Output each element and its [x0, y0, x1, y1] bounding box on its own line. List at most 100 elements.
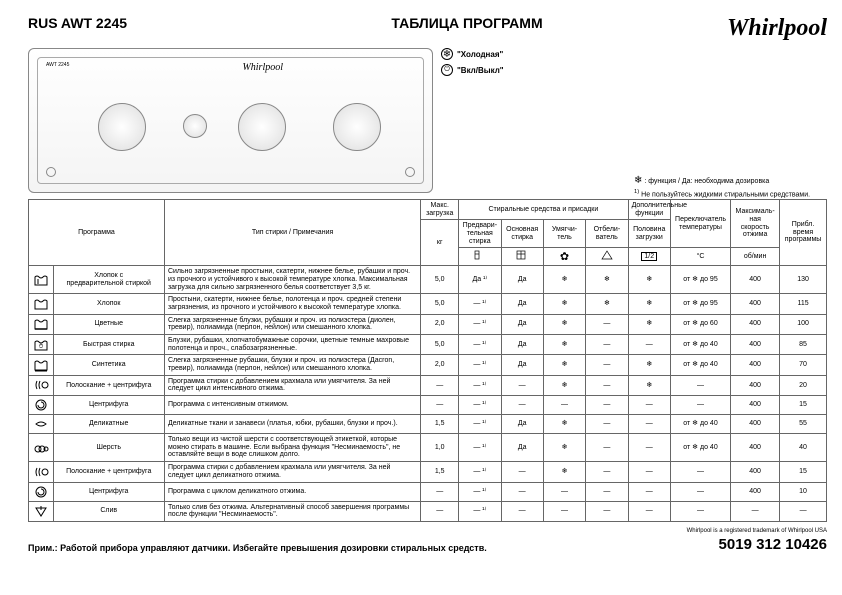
footer-code: 5019 312 10426 [687, 536, 827, 553]
top-row: AWT 2245 Whirlpool ❄ "Холодная" ⏻ "Вкл/В… [28, 48, 827, 193]
panel-model-badge: AWT 2245 [46, 62, 69, 68]
footer-note: Прим.: Работой прибора управляют датчики… [28, 543, 487, 553]
table-row: СинтетикаСлегка загрязненные рубашки, бл… [29, 355, 827, 375]
table-row: ЦентрифугаПрограмма с циклом деликатного… [29, 482, 827, 501]
program-desc: Слегка загрязненные блузки, рубашки и пр… [164, 314, 420, 334]
dial-mid [238, 103, 286, 151]
th-extra-group: Дополнительные функции [628, 200, 670, 220]
dial-mid-small [183, 114, 207, 138]
th-prewash-icon [459, 248, 501, 266]
program-icon: ⏱ [29, 334, 54, 354]
program-icon [29, 501, 54, 521]
note-sup: 1) [634, 189, 639, 195]
program-name: Слив [53, 501, 164, 521]
program-icon [29, 434, 54, 462]
footer: Прим.: Работой прибора управляют датчики… [28, 528, 827, 553]
program-name: Полоскание + центрифуга [53, 462, 164, 482]
svg-text:⏱: ⏱ [38, 343, 43, 350]
brand-logo: Whirlpool [727, 15, 827, 42]
program-desc: Программа стирки с добавлением крахмала … [164, 375, 420, 395]
th-mainwash: Основная стирка [501, 220, 543, 248]
program-icon [29, 294, 54, 314]
page-title: ТАБЛИЦА ПРОГРАММ [391, 15, 542, 31]
notes-box: ❄ : функция / Да: необходима дозировка 1… [634, 175, 824, 202]
program-desc: Сильно загрязненные простыни, скатерти, … [164, 266, 420, 294]
program-table: Программа Тип стирки / Примечания Макс. … [28, 199, 827, 522]
th-half-load: Половина загрузки [628, 220, 670, 248]
program-icon [29, 396, 54, 415]
note-sym: ❄ [634, 175, 642, 186]
table-row: ХлопокПростыни, скатерти, нижнее белье, … [29, 294, 827, 314]
th-spin: Максималь- ная скорость отжима [731, 200, 780, 248]
th-max-load: Макс. загрузка [421, 200, 459, 220]
th-softener: Умягчи- тель [543, 220, 585, 248]
program-name: Хлопок [53, 294, 164, 314]
note-1: : функция / Да: необходима дозировка [644, 178, 769, 185]
program-desc: Блузки, рубашки, хлопчатобумажные сорочк… [164, 334, 420, 354]
panel-led-left [46, 167, 56, 177]
th-bleach: Отбели- ватель [586, 220, 628, 248]
program-name: Синтетика [53, 355, 164, 375]
program-desc: Деликатные ткани и занавеси (платья, юбк… [164, 415, 420, 434]
note-2: Не пользуйтесь жидкими стиральными средс… [641, 191, 810, 198]
program-icon [29, 375, 54, 395]
program-desc: Простыни, скатерти, нижнее белье, полоте… [164, 294, 420, 314]
cold-icon: ❄ [441, 48, 453, 60]
program-icon [29, 462, 54, 482]
table-row: Хлопок с предварительной стиркойСильно з… [29, 266, 827, 294]
program-name: Шерсть [53, 434, 164, 462]
table-row: Полоскание + центрифугаПрограмма стирки … [29, 375, 827, 395]
footer-trademark: Whirlpool is a registered trademark of W… [687, 528, 827, 534]
header: RUS AWT 2245 ТАБЛИЦА ПРОГРАММ Whirlpool [28, 15, 827, 42]
panel-led-right [405, 167, 415, 177]
th-bleach-icon [586, 248, 628, 266]
program-icon [29, 482, 54, 501]
table-row: ШерстьТолько вещи из чистой шерсти с соо… [29, 434, 827, 462]
th-mainwash-icon [501, 248, 543, 266]
th-wash-type: Тип стирки / Примечания [164, 200, 420, 266]
onoff-label: "Вкл/Выкл" [457, 66, 504, 75]
table-row: СливТолько слив без отжима. Альтернативн… [29, 501, 827, 521]
th-spin-unit: об/мин [731, 248, 780, 266]
program-desc: Программа стирки с добавлением крахмала … [164, 462, 420, 482]
program-icon [29, 355, 54, 375]
panel-brand: Whirlpool [242, 62, 283, 73]
th-kg: кг [421, 220, 459, 266]
table-head: Программа Тип стирки / Примечания Макс. … [29, 200, 827, 266]
onoff-icon: ⏻ [441, 64, 453, 76]
program-icon [29, 314, 54, 334]
th-program: Программа [29, 200, 165, 266]
program-name: Цветные [53, 314, 164, 334]
th-half-icon: 1/2 [628, 248, 670, 266]
program-desc: Слегка загрязненные рубашки, блузки и пр… [164, 355, 420, 375]
th-detergents-group: Стиральные средства и присадки [459, 200, 628, 220]
th-prewash: Предвари- тельная стирка [459, 220, 501, 248]
th-softener-icon: ✿ [543, 248, 585, 266]
legend: ❄ "Холодная" ⏻ "Вкл/Выкл" [441, 48, 504, 193]
program-name: Центрифуга [53, 482, 164, 501]
cold-label: "Холодная" [457, 50, 503, 59]
table-row: ДеликатныеДеликатные ткани и занавеси (п… [29, 415, 827, 434]
model-label: RUS AWT 2245 [28, 15, 127, 31]
program-name: Центрифуга [53, 396, 164, 415]
program-desc: Программа с интенсивным отжимом. [164, 396, 420, 415]
program-name: Быстрая стирка [53, 334, 164, 354]
table-row: Полоскание + центрифугаПрограмма стирки … [29, 462, 827, 482]
program-icon [29, 415, 54, 434]
table-body: Хлопок с предварительной стиркойСильно з… [29, 266, 827, 522]
program-icon [29, 266, 54, 294]
program-name: Деликатные [53, 415, 164, 434]
program-desc: Программа с циклом деликатного отжима. [164, 482, 420, 501]
table-row: ЦветныеСлегка загрязненные блузки, рубаш… [29, 314, 827, 334]
program-desc: Только вещи из чистой шерсти с соответст… [164, 434, 420, 462]
program-desc: Только слив без отжима. Альтернативный с… [164, 501, 420, 521]
table-row: ЦентрифугаПрограмма с интенсивным отжимо… [29, 396, 827, 415]
machine-illustration: AWT 2245 Whirlpool [28, 48, 433, 193]
th-time: Прибл. время программы [780, 200, 827, 266]
dial-right [333, 103, 381, 151]
table-row: ⏱ Быстрая стиркаБлузки, рубашки, хлопчато… [29, 334, 827, 354]
program-name: Хлопок с предварительной стиркой [53, 266, 164, 294]
program-name: Полоскание + центрифуга [53, 375, 164, 395]
dial-left [98, 103, 146, 151]
th-temp-unit: °C [670, 248, 730, 266]
